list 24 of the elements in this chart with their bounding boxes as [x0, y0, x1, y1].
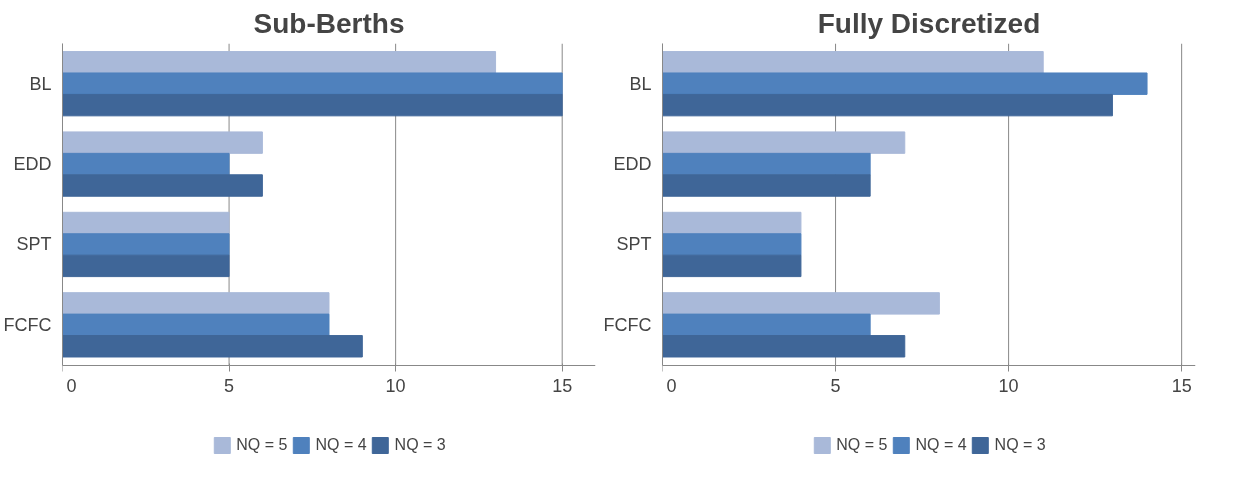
x-tick-label: 10: [998, 376, 1019, 397]
legend-label: NQ = 3: [394, 436, 446, 454]
x-tick-label: 10: [385, 376, 406, 397]
legend-label: NQ = 3: [994, 436, 1046, 454]
y-tick-label: EDD: [613, 154, 652, 175]
x-tick-label: 0: [48, 376, 77, 397]
chart-title: Sub-Berths: [253, 7, 405, 39]
y-tick-label: BL: [629, 73, 652, 94]
y-tick-label: SPT: [616, 234, 652, 255]
legend-label: NQ = 5: [836, 436, 888, 454]
chart-title: Fully Discretized: [817, 7, 1041, 39]
legend-label: NQ = 4: [915, 436, 967, 454]
legend-label: NQ = 4: [315, 436, 367, 454]
x-tick-label: 15: [552, 376, 573, 397]
legend-label: NQ = 5: [236, 436, 288, 454]
y-tick-label: SPT: [16, 234, 52, 255]
y-tick-label: BL: [29, 73, 52, 94]
x-tick-label: 15: [1171, 376, 1192, 397]
y-tick-label: EDD: [13, 154, 52, 175]
y-tick-label: FCFC: [603, 314, 652, 335]
x-tick-label: 5: [830, 376, 841, 397]
x-tick-label: 5: [224, 376, 235, 397]
y-tick-label: FCFC: [3, 314, 52, 335]
x-tick-label: 0: [648, 376, 677, 397]
